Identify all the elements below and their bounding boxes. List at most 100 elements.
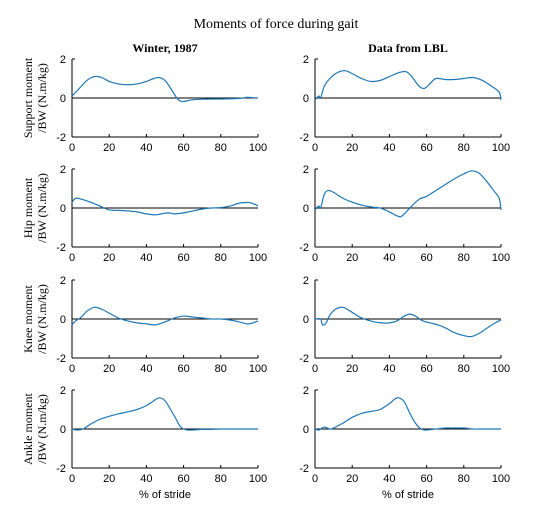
x-tick-label: 100 (492, 473, 510, 485)
y-tick-label: 0 (60, 424, 66, 436)
x-tick-label: 0 (69, 252, 75, 264)
row-label-1-line-0: Hip moment (21, 177, 35, 238)
x-tick-label: 40 (140, 363, 152, 375)
x-tick-label: 20 (103, 142, 115, 154)
x-tick-label: 40 (383, 252, 395, 264)
column-title-winter: Winter, 1987 (132, 41, 197, 55)
x-axis-label: % of stride (382, 489, 434, 501)
row-label-3-line-1: /BW (N.m/kg) (35, 394, 49, 464)
series-line-support-winter (71, 75, 259, 103)
x-tick-label: 20 (103, 252, 115, 264)
y-tick-label: 2 (303, 54, 309, 66)
x-tick-label: 20 (346, 142, 358, 154)
column-title-lbl: Data from LBL (368, 41, 448, 55)
y-tick-label: 2 (303, 164, 309, 176)
y-tick-label: -2 (299, 132, 309, 144)
x-tick-label: 0 (312, 252, 318, 264)
y-tick-label: -2 (56, 132, 66, 144)
y-tick-label: -2 (299, 353, 309, 365)
y-tick-label: 0 (60, 93, 66, 105)
x-tick-label: 20 (103, 363, 115, 375)
y-tick-label: 2 (303, 385, 309, 397)
y-tick-label: 2 (303, 275, 309, 287)
y-tick-label: 0 (303, 314, 309, 326)
x-tick-label: 20 (103, 473, 115, 485)
y-tick-label: 2 (60, 54, 66, 66)
y-tick-label: -2 (299, 463, 309, 475)
series-line-hip-winter (71, 197, 259, 216)
x-tick-label: 60 (420, 473, 432, 485)
x-tick-label: 40 (140, 473, 152, 485)
x-tick-label: 60 (177, 473, 189, 485)
y-tick-label: 0 (303, 93, 309, 105)
x-tick-label: 20 (346, 363, 358, 375)
series-line-hip-lbl (314, 170, 502, 218)
y-tick-label: 2 (60, 164, 66, 176)
x-tick-label: 0 (69, 142, 75, 154)
x-tick-label: 40 (140, 142, 152, 154)
y-tick-label: 0 (60, 203, 66, 215)
x-tick-label: 60 (177, 363, 189, 375)
x-tick-label: 60 (177, 142, 189, 154)
x-tick-label: 80 (458, 473, 470, 485)
x-tick-label: 100 (249, 473, 267, 485)
x-tick-label: 100 (249, 142, 267, 154)
x-tick-label: 80 (458, 363, 470, 375)
row-label-0-line-1: /BW (N.m/kg) (35, 63, 49, 133)
x-tick-label: 80 (458, 142, 470, 154)
x-tick-label: 20 (346, 252, 358, 264)
x-tick-label: 80 (215, 142, 227, 154)
x-tick-label: 40 (383, 473, 395, 485)
x-tick-label: 0 (312, 473, 318, 485)
x-tick-label: 40 (140, 252, 152, 264)
x-tick-label: 100 (492, 142, 510, 154)
x-tick-label: 0 (312, 363, 318, 375)
y-tick-label: -2 (56, 242, 66, 254)
row-label-2-line-0: Knee moment (21, 285, 35, 353)
x-tick-label: 100 (492, 363, 510, 375)
row-label-3-line-0: Ankle moment (21, 393, 35, 465)
x-axis-label: % of stride (139, 489, 191, 501)
x-tick-label: 80 (215, 252, 227, 264)
y-tick-label: -2 (56, 353, 66, 365)
y-tick-label: 0 (60, 314, 66, 326)
figure-title: Moments of force during gait (194, 17, 359, 32)
x-tick-label: 0 (69, 363, 75, 375)
x-tick-label: 40 (383, 363, 395, 375)
x-tick-label: 60 (420, 142, 432, 154)
x-tick-label: 60 (420, 252, 432, 264)
y-tick-label: 2 (60, 275, 66, 287)
row-labels: Support moment/BW (N.m/kg)Hip moment/BW … (21, 57, 49, 465)
series-line-ankle-lbl (314, 397, 501, 431)
series-line-knee-lbl (314, 306, 502, 338)
x-tick-label: 100 (249, 252, 267, 264)
row-label-2-line-1: /BW (N.m/kg) (35, 284, 49, 354)
x-tick-label: 40 (383, 142, 395, 154)
x-tick-label: 100 (492, 252, 510, 264)
y-tick-label: 0 (303, 424, 309, 436)
series-line-knee-winter (71, 306, 259, 326)
x-tick-label: 60 (177, 252, 189, 264)
series-line-support-lbl (314, 70, 502, 101)
row-label-1-line-1: /BW (N.m/kg) (35, 173, 49, 243)
row-label-0-line-0: Support moment (21, 57, 35, 138)
x-tick-label: 100 (249, 363, 267, 375)
x-tick-label: 60 (420, 363, 432, 375)
x-tick-label: 80 (458, 252, 470, 264)
x-tick-label: 20 (346, 473, 358, 485)
x-tick-label: 0 (69, 473, 75, 485)
series-line-ankle-winter (71, 397, 258, 431)
y-tick-label: 0 (303, 203, 309, 215)
x-tick-label: 80 (215, 363, 227, 375)
x-tick-label: 0 (312, 142, 318, 154)
